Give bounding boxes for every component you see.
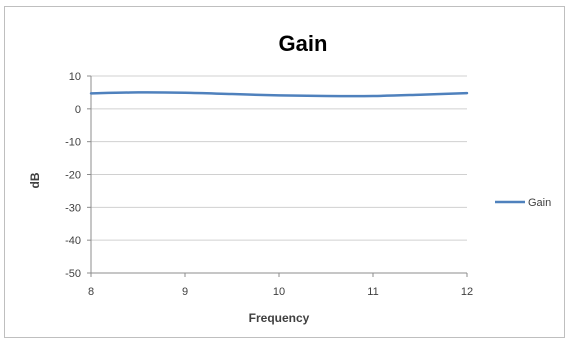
chart-frame: Gain 10 0 -10 -20 -30 -40 -50 8 9 10 11 12 dB Frequ… [4, 6, 565, 338]
series-lines [89, 91, 469, 98]
x-tick-label: 10 [273, 286, 285, 298]
x-tick-label: 9 [182, 286, 188, 298]
y-tick-label: 10 [69, 71, 81, 83]
legend: Gain [495, 197, 551, 209]
y-axis-title: dB [28, 172, 42, 188]
line-chart: Gain 10 0 -10 -20 -30 -40 -50 8 9 10 11 12 dB Frequ… [28, 31, 551, 325]
gridlines [91, 75, 467, 274]
y-tick-label: -10 [65, 137, 81, 149]
x-axis-title: Frequency [249, 311, 310, 325]
x-tick-label: 12 [461, 286, 473, 298]
series-line-0 [89, 91, 469, 98]
x-tick-label: 8 [88, 286, 94, 298]
y-tick-label: -40 [65, 235, 81, 247]
chart-title: Gain [279, 31, 328, 56]
x-tick-label: 11 [367, 286, 378, 298]
y-tick-label: 0 [75, 104, 81, 116]
tick-labels: 10 0 -10 -20 -30 -40 -50 8 9 10 11 12 [65, 71, 473, 298]
y-tick-label: -30 [65, 202, 81, 214]
y-tick-label: -20 [65, 170, 81, 182]
y-tick-label: -50 [65, 268, 81, 280]
legend-label: Gain [528, 197, 551, 209]
axes [87, 75, 468, 277]
